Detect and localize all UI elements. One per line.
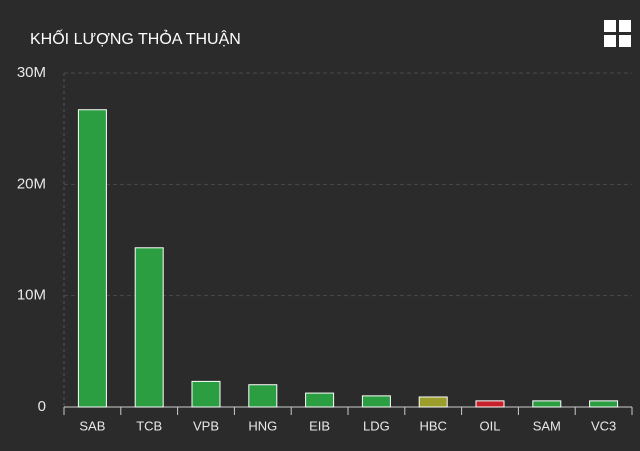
- x-tick-label: SAM: [533, 418, 561, 433]
- bar: [418, 396, 448, 408]
- menu-square: [604, 20, 616, 32]
- x-tick-label: OIL: [480, 418, 501, 433]
- x-tick-label: HNG: [248, 418, 277, 433]
- y-tick-label: 10M: [17, 287, 46, 304]
- y-tick-label: 20M: [17, 175, 46, 192]
- x-tick-label: HBC: [419, 418, 446, 433]
- x-tick-label: VC3: [591, 418, 616, 433]
- bar: [532, 400, 562, 408]
- x-tick-label: LDG: [363, 418, 390, 433]
- bar: [248, 384, 278, 408]
- chart-title: KHỐI LƯỢNG THỎA THUẬN: [30, 28, 241, 48]
- menu-square: [619, 35, 631, 47]
- bar: [305, 392, 335, 408]
- x-tick-label: SAB: [79, 418, 105, 433]
- menu-square: [619, 20, 631, 32]
- y-tick-label: 30M: [17, 64, 46, 81]
- bar: [134, 247, 164, 408]
- bar: [589, 400, 619, 408]
- menu-icon[interactable]: [604, 20, 631, 47]
- bar: [77, 109, 107, 408]
- bar: [361, 395, 391, 408]
- y-tick-label: 0: [38, 398, 46, 415]
- bar: [191, 380, 221, 408]
- x-tick-label: EIB: [309, 418, 330, 433]
- x-tick-label: TCB: [136, 418, 162, 433]
- x-tick-label: VPB: [193, 418, 219, 433]
- menu-square: [604, 35, 616, 47]
- bar: [475, 400, 505, 408]
